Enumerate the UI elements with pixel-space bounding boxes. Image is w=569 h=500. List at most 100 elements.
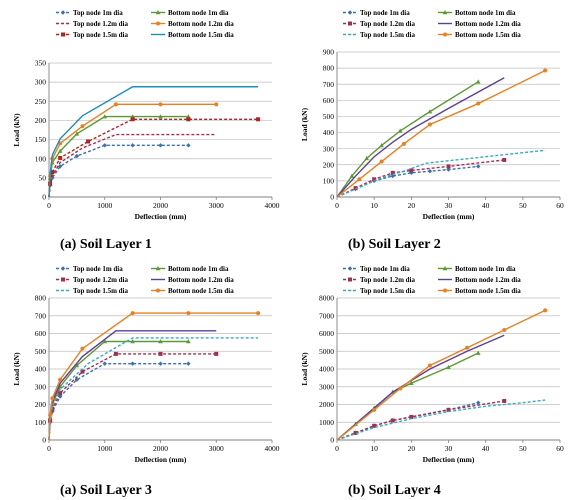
x-tick-label: 40	[482, 201, 490, 210]
data-point	[158, 361, 163, 366]
series-bottom-node-1-5m-dia	[336, 68, 548, 198]
x-tick-label: 30	[445, 201, 453, 210]
x-tick-label: 4000	[265, 201, 280, 210]
series-line	[336, 149, 546, 198]
data-point	[353, 430, 358, 435]
data-point	[102, 143, 107, 148]
data-point	[502, 398, 507, 403]
series-line	[336, 309, 546, 441]
y-tick-label: 150	[35, 135, 47, 144]
data-point	[158, 114, 163, 119]
data-point	[475, 350, 481, 355]
data-point	[130, 117, 135, 122]
data-point	[113, 102, 118, 107]
data-point	[372, 423, 377, 428]
data-point	[465, 345, 470, 350]
legend-label: Bottom node 1.2m dia	[168, 20, 234, 28]
legend-label: Bottom node 1.2m dia	[455, 20, 521, 28]
legend-item: Top node 1.2m dia	[56, 276, 128, 284]
y-axis-label: Load (kN)	[300, 107, 309, 141]
legend-item: Bottom node 1.2m dia	[151, 276, 234, 284]
data-point	[502, 327, 507, 332]
data-point	[214, 351, 219, 356]
data-point	[102, 114, 108, 119]
data-point	[158, 351, 163, 356]
data-point	[401, 141, 406, 146]
series-top-node-1-2m-dia	[336, 398, 507, 441]
y-tick-label: 400	[35, 365, 47, 374]
y-tick-label: 800	[323, 64, 335, 73]
legend-item: Bottom node 1m dia	[438, 9, 516, 17]
x-tick-label: 50	[519, 201, 527, 210]
data-point	[57, 148, 63, 153]
data-point	[113, 351, 118, 356]
legend-marker	[156, 288, 160, 293]
y-tick-label: 300	[35, 78, 47, 87]
data-point	[446, 164, 451, 169]
legend-label: Top node 1m dia	[73, 9, 123, 17]
x-tick-label: 3000	[209, 444, 224, 453]
legend-item: Bottom node 1.5m dia	[438, 287, 521, 295]
legend-item: Top node 1.2m dia	[56, 20, 128, 28]
data-point	[130, 339, 135, 344]
data-point	[502, 157, 507, 162]
data-point	[427, 109, 433, 114]
data-point	[446, 167, 451, 172]
data-point	[158, 143, 163, 148]
data-point	[543, 68, 548, 73]
data-point	[409, 380, 414, 385]
legend-label: Bottom node 1.5m dia	[168, 287, 234, 295]
series-bottom-node-1-5m-dia	[48, 311, 261, 441]
legend: Top node 1m dia Bottom node 1m dia Top nod…	[343, 265, 521, 295]
y-axis-label: Load (kN)	[300, 352, 309, 386]
x-tick-label: 1000	[97, 201, 112, 210]
legend-item: Top node 1.5m dia	[343, 31, 415, 39]
data-point	[476, 400, 481, 405]
data-point	[379, 159, 384, 164]
legend-item: Bottom node 1.5m dia	[438, 31, 521, 39]
data-point	[48, 413, 53, 418]
y-tick-label: 300	[323, 144, 335, 153]
y-tick-label: 300	[35, 382, 47, 391]
y-tick-label: 500	[35, 347, 47, 356]
x-tick-label: 20	[408, 201, 416, 210]
y-tick-label: 700	[323, 80, 335, 89]
legend-marker	[60, 10, 66, 15]
legend-label: Top node 1m dia	[360, 9, 410, 17]
y-tick-label: 0	[42, 193, 46, 202]
series-line	[336, 352, 479, 441]
data-point	[446, 364, 451, 370]
panel-caption: (b) Soil Layer 4	[348, 483, 441, 498]
data-point	[409, 168, 414, 173]
series-top-node-1-5m-dia	[48, 117, 261, 198]
series-top-node-1m-dia	[336, 164, 481, 198]
legend-item: Top node 1.5m dia	[56, 31, 128, 39]
legend-label: Top node 1m dia	[73, 265, 123, 273]
data-point	[158, 339, 163, 344]
series-bottom-node-1m-dia	[336, 350, 481, 441]
series-line	[336, 77, 505, 198]
y-tick-label: 400	[323, 128, 335, 137]
legend-marker	[347, 10, 353, 15]
y-tick-label: 5000	[319, 347, 334, 356]
data-point	[186, 339, 191, 344]
x-tick-label: 60	[556, 444, 564, 453]
x-tick-label: 2000	[153, 444, 168, 453]
legend-item: Top node 1m dia	[56, 265, 123, 273]
legend-marker	[156, 21, 160, 26]
x-tick-label: 30	[445, 444, 453, 453]
legend-marker	[442, 10, 448, 15]
series-line	[48, 312, 259, 441]
legend: Top node 1m dia Bottom node 1m dia Top nod…	[343, 9, 521, 39]
data-point	[543, 308, 548, 313]
y-axis-label: Load (kN)	[12, 113, 21, 147]
legend-marker	[348, 21, 352, 26]
series-bottom-node-1-2m-dia	[48, 330, 217, 441]
y-tick-label: 500	[323, 112, 335, 121]
data-point	[74, 131, 80, 136]
y-tick-label: 0	[42, 436, 46, 445]
data-point	[50, 170, 55, 175]
chart-panel-1: 0 50 100 150 200 250 300 350 0 1000 2000 3000 4000 De…	[12, 9, 280, 252]
data-point	[349, 173, 355, 178]
